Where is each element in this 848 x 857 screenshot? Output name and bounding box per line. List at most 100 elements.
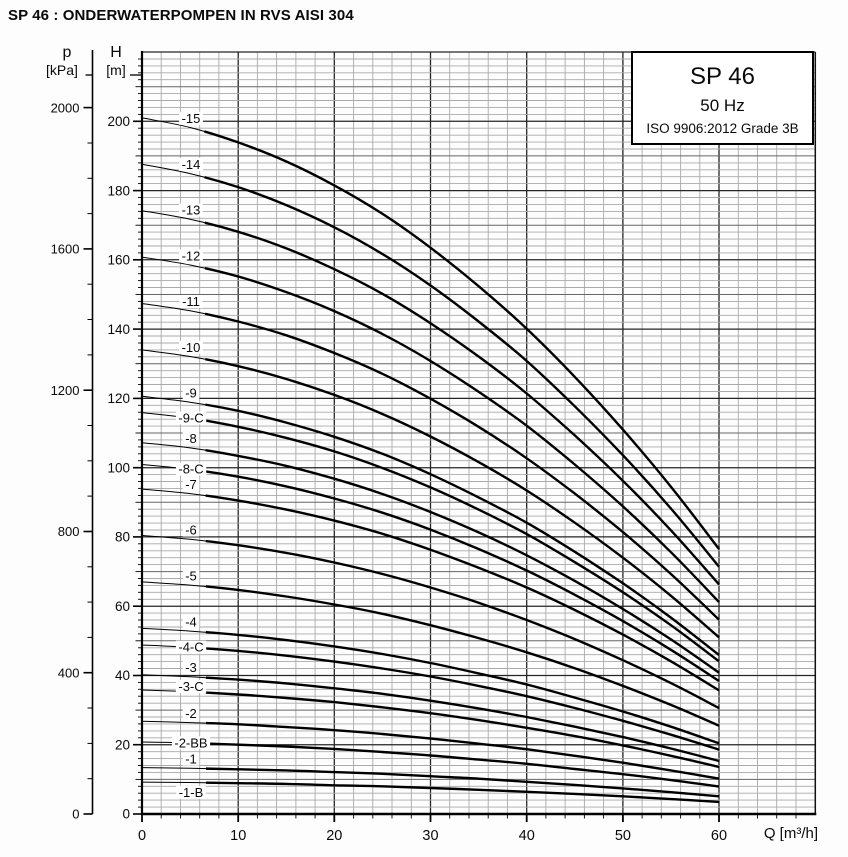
curve-label-backplate xyxy=(182,661,200,675)
curve-label-backplate xyxy=(179,157,203,171)
pump-curve-3-C xyxy=(141,688,720,769)
curve-label-backplate xyxy=(179,203,203,217)
head-tick-label: 60 xyxy=(115,599,130,614)
curve-label-3: -3 xyxy=(185,660,197,675)
curve-label-2: -2 xyxy=(185,706,197,721)
curve-label-backplate xyxy=(175,640,207,654)
curve-label-9-C: -9-C xyxy=(178,410,203,425)
flow-tick-label: 60 xyxy=(711,828,727,844)
curve-label-backplate xyxy=(182,615,200,629)
pump-curve-7 xyxy=(141,487,720,692)
curve-label-8-C: -8-C xyxy=(178,462,203,477)
curve-label-11: -11 xyxy=(182,294,200,309)
head-axis-symbol: H xyxy=(110,44,122,61)
pressure-tick-label: 2000 xyxy=(51,100,80,115)
curve-label-backplate xyxy=(175,411,207,425)
pump-curve-11 xyxy=(141,302,720,621)
flow-tick-label: 10 xyxy=(230,828,246,844)
curve-label-4: -4 xyxy=(185,614,197,629)
legend-box: SP 46 50 Hz ISO 9906:2012 Grade 3B xyxy=(631,51,814,145)
head-tick-label: 160 xyxy=(107,253,130,268)
curve-label-backplate xyxy=(179,111,203,125)
curve-label-5: -5 xyxy=(185,568,197,583)
pump-curve-8 xyxy=(141,441,720,674)
grid-lines xyxy=(142,51,817,814)
curve-label-backplate xyxy=(182,523,200,537)
legend-iso-standard: ISO 9906:2012 Grade 3B xyxy=(646,121,799,136)
flow-tick-label: 40 xyxy=(519,828,535,844)
curve-label-13: -13 xyxy=(182,203,201,218)
curve-label-backplate xyxy=(182,386,200,400)
pressure-tick-label: 1600 xyxy=(51,242,80,257)
flow-tick-label: 0 xyxy=(138,828,146,844)
curve-label-1: -1 xyxy=(185,752,197,767)
pump-curve-5 xyxy=(141,580,720,727)
curve-label-backplate xyxy=(176,785,206,799)
pump-curve-15 xyxy=(141,116,720,550)
pump-curve-12 xyxy=(141,255,720,603)
curve-label-backplate xyxy=(175,462,207,476)
flow-tick-label: 30 xyxy=(422,828,438,844)
curve-label-backplate xyxy=(179,340,203,354)
pressure-tick-label: 400 xyxy=(58,665,80,680)
pump-curve-8-C xyxy=(141,463,720,683)
curve-label-2-BB: -2-BB xyxy=(174,735,207,750)
curve-label-backplate xyxy=(182,432,200,446)
flow-axis-label: Q [m³/h] xyxy=(763,825,818,842)
curve-label-4-C: -4-C xyxy=(178,640,203,655)
pump-curve-2-BB xyxy=(141,740,720,788)
flow-tick-label: 50 xyxy=(615,828,631,844)
pump-curve-9-C xyxy=(141,411,720,663)
curve-label-3-C: -3-C xyxy=(178,679,203,694)
curve-label-backplate xyxy=(182,706,200,720)
curve-label-backplate xyxy=(179,249,203,263)
pump-curve-1-B xyxy=(141,780,720,804)
curve-label-1-B: -1-B xyxy=(179,785,204,800)
curve-label-backplate xyxy=(171,736,211,750)
pump-curve-4 xyxy=(141,627,720,745)
pressure-tick-label: 0 xyxy=(72,807,79,822)
pressure-tick-label: 1200 xyxy=(51,383,80,398)
curve-label-12: -12 xyxy=(182,248,201,263)
head-tick-label: 140 xyxy=(107,322,130,337)
head-tick-label: 80 xyxy=(115,530,130,545)
head-tick-label: 0 xyxy=(122,807,130,822)
curve-labels: -15 -14 -13 -12 -11 -10 -9 -9-C -8 -8-C-7 -6 -5 -4 -4… xyxy=(171,111,211,800)
axes-and-ticks: 0204060801001201401601802000400800120016… xyxy=(51,50,817,844)
pump-curve-4-C xyxy=(141,643,720,751)
head-tick-label: 100 xyxy=(107,460,130,475)
curve-label-backplate xyxy=(182,477,200,491)
pump-curve-14 xyxy=(141,163,720,568)
head-tick-label: 40 xyxy=(115,668,130,683)
curve-label-14: -14 xyxy=(182,157,201,172)
legend-model-name: SP 46 xyxy=(690,63,755,90)
curve-label-backplate xyxy=(182,752,200,766)
curve-label-15: -15 xyxy=(182,111,201,126)
head-tick-label: 180 xyxy=(107,183,130,198)
curve-label-backplate xyxy=(179,295,203,309)
pump-curve-3 xyxy=(141,673,720,763)
pressure-tick-label: 800 xyxy=(58,524,80,539)
pump-curve-10 xyxy=(141,348,720,639)
curve-label-6: -6 xyxy=(185,523,197,538)
pump-curve-1 xyxy=(141,766,720,798)
pump-curves xyxy=(141,116,720,804)
curve-label-8: -8 xyxy=(185,431,197,446)
head-axis-unit: [m] xyxy=(106,62,126,78)
curve-label-backplate xyxy=(182,569,200,583)
pump-curve-6 xyxy=(141,534,720,710)
pressure-axis-unit: [kPa] xyxy=(46,62,78,78)
flow-tick-label: 20 xyxy=(326,828,342,844)
head-tick-label: 200 xyxy=(107,114,130,129)
curve-label-10: -10 xyxy=(182,340,201,355)
pump-curve-13 xyxy=(141,209,720,586)
curve-label-backplate xyxy=(175,680,207,693)
head-tick-label: 120 xyxy=(107,391,130,406)
curve-label-7: -7 xyxy=(185,477,197,492)
page-title: SP 46 : ONDERWATERPOMPEN IN RVS AISI 304 xyxy=(8,7,354,24)
pressure-axis-symbol: p xyxy=(62,44,72,61)
pump-curve-9 xyxy=(141,395,720,656)
curve-label-9: -9 xyxy=(185,386,197,401)
